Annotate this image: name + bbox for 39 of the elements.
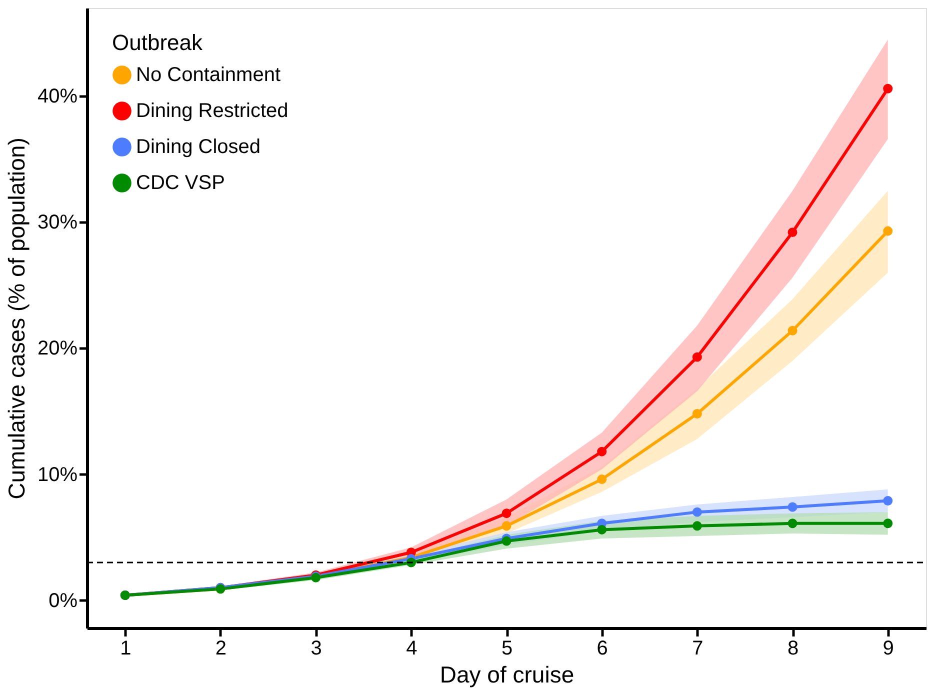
point [883, 226, 893, 236]
point [692, 409, 702, 419]
x-axis-title: Day of cruise [440, 662, 574, 688]
legend-label: No Containment [136, 64, 281, 86]
point [788, 326, 798, 336]
y-tick-label: 10% [37, 464, 78, 486]
legend-label: Dining Closed [136, 136, 261, 158]
point [692, 507, 702, 517]
y-tick-label: 40% [37, 86, 78, 108]
x-tick-label: 3 [310, 638, 322, 660]
x-tick-label: 2 [215, 638, 227, 660]
point [597, 474, 607, 484]
point [502, 508, 512, 518]
y-axis-title: Cumulative cases (% of population) [3, 138, 30, 500]
y-tick-label: 0% [48, 590, 78, 612]
point [788, 228, 798, 238]
x-tick-label: 5 [501, 638, 513, 660]
point [692, 352, 702, 362]
y-tick-label: 20% [37, 338, 78, 360]
legend-title: Outbreak [112, 30, 204, 55]
point [502, 521, 512, 531]
legend-label: Dining Restricted [136, 100, 288, 122]
point [788, 502, 798, 512]
point [597, 524, 607, 534]
legend-label: CDC VSP [136, 172, 225, 194]
x-tick-label: 7 [692, 638, 704, 660]
x-tick-label: 9 [882, 638, 894, 660]
point [883, 84, 893, 94]
x-tick-label: 4 [406, 638, 418, 660]
x-tick-label: 1 [120, 638, 132, 660]
point [883, 518, 893, 528]
point [883, 496, 893, 506]
point [502, 536, 512, 546]
point [692, 521, 702, 531]
x-tick-label: 8 [787, 638, 799, 660]
y-tick-label: 30% [37, 212, 78, 234]
point [597, 446, 607, 456]
x-tick-label: 6 [596, 638, 608, 660]
point [788, 518, 798, 528]
